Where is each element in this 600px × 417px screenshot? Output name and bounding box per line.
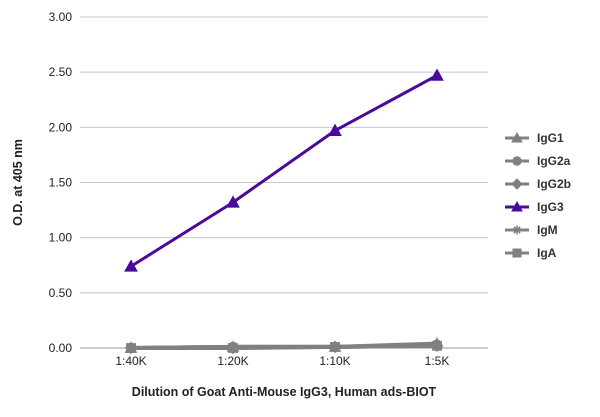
legend-item-igg3: IgG3 (505, 200, 564, 214)
data-point-igg3 (430, 68, 444, 81)
legend-item-igg1: IgG1 (505, 131, 564, 145)
data-point-igg3 (226, 195, 240, 208)
legend-label: IgA (537, 246, 557, 260)
legend-label: IgG3 (537, 200, 564, 214)
y-tick-label: 1.00 (49, 231, 73, 245)
y-tick-label: 3.00 (49, 10, 73, 24)
x-tick-label: 1:20K (217, 354, 248, 368)
y-tick-label: 2.50 (49, 65, 73, 79)
legend-marker (511, 200, 523, 212)
data-point-iga (432, 340, 442, 351)
data-point-iga (330, 341, 340, 352)
y-tick-label: 0.00 (49, 341, 73, 355)
x-tick-label: 1:5K (425, 354, 450, 368)
x-tick-label: 1:10K (319, 354, 350, 368)
legend-marker (511, 178, 523, 190)
y-axis-title: O.D. at 405 nm (11, 139, 25, 226)
legend-marker (512, 225, 522, 235)
data-point-iga (126, 343, 136, 353)
legend-label: IgM (537, 223, 558, 237)
x-axis-title: Dilution of Goat Anti-Mouse IgG3, Human … (132, 385, 437, 399)
series-iga (126, 340, 442, 353)
legend-label: IgG1 (537, 131, 564, 145)
y-tick-label: 1.50 (49, 176, 73, 190)
legend-item-igm: IgM (505, 223, 558, 237)
legend-label: IgG2b (537, 177, 571, 191)
legend-label: IgG2a (537, 154, 571, 168)
data-point-igg3 (124, 259, 138, 272)
series-igg3 (124, 68, 444, 272)
series-line-igg3 (130, 74, 438, 268)
y-tick-label: 0.50 (49, 286, 73, 300)
legend-item-iga: IgA (505, 246, 557, 260)
x-axis-tick-labels: 1:40K 1:20K 1:10K 1:5K (115, 354, 449, 368)
gridlines (80, 16, 488, 294)
series-line-iga (131, 343, 438, 350)
data-point-iga (228, 343, 238, 353)
legend-item-igg2b: IgG2b (505, 177, 571, 191)
series-layer (124, 68, 444, 355)
y-tick-label: 2.00 (49, 120, 73, 134)
legend-marker (512, 156, 522, 166)
legend-marker (511, 131, 523, 143)
y-axis-tick-labels: 0.00 0.50 1.00 1.50 2.00 2.50 3.00 (49, 10, 73, 355)
legend: IgG1 IgG2a IgG2b IgG3 IgM IgA (505, 131, 571, 260)
legend-marker (512, 248, 522, 258)
legend-item-igg2a: IgG2a (505, 154, 571, 168)
x-tick-label: 1:40K (115, 354, 146, 368)
data-point-igg3 (328, 123, 342, 136)
